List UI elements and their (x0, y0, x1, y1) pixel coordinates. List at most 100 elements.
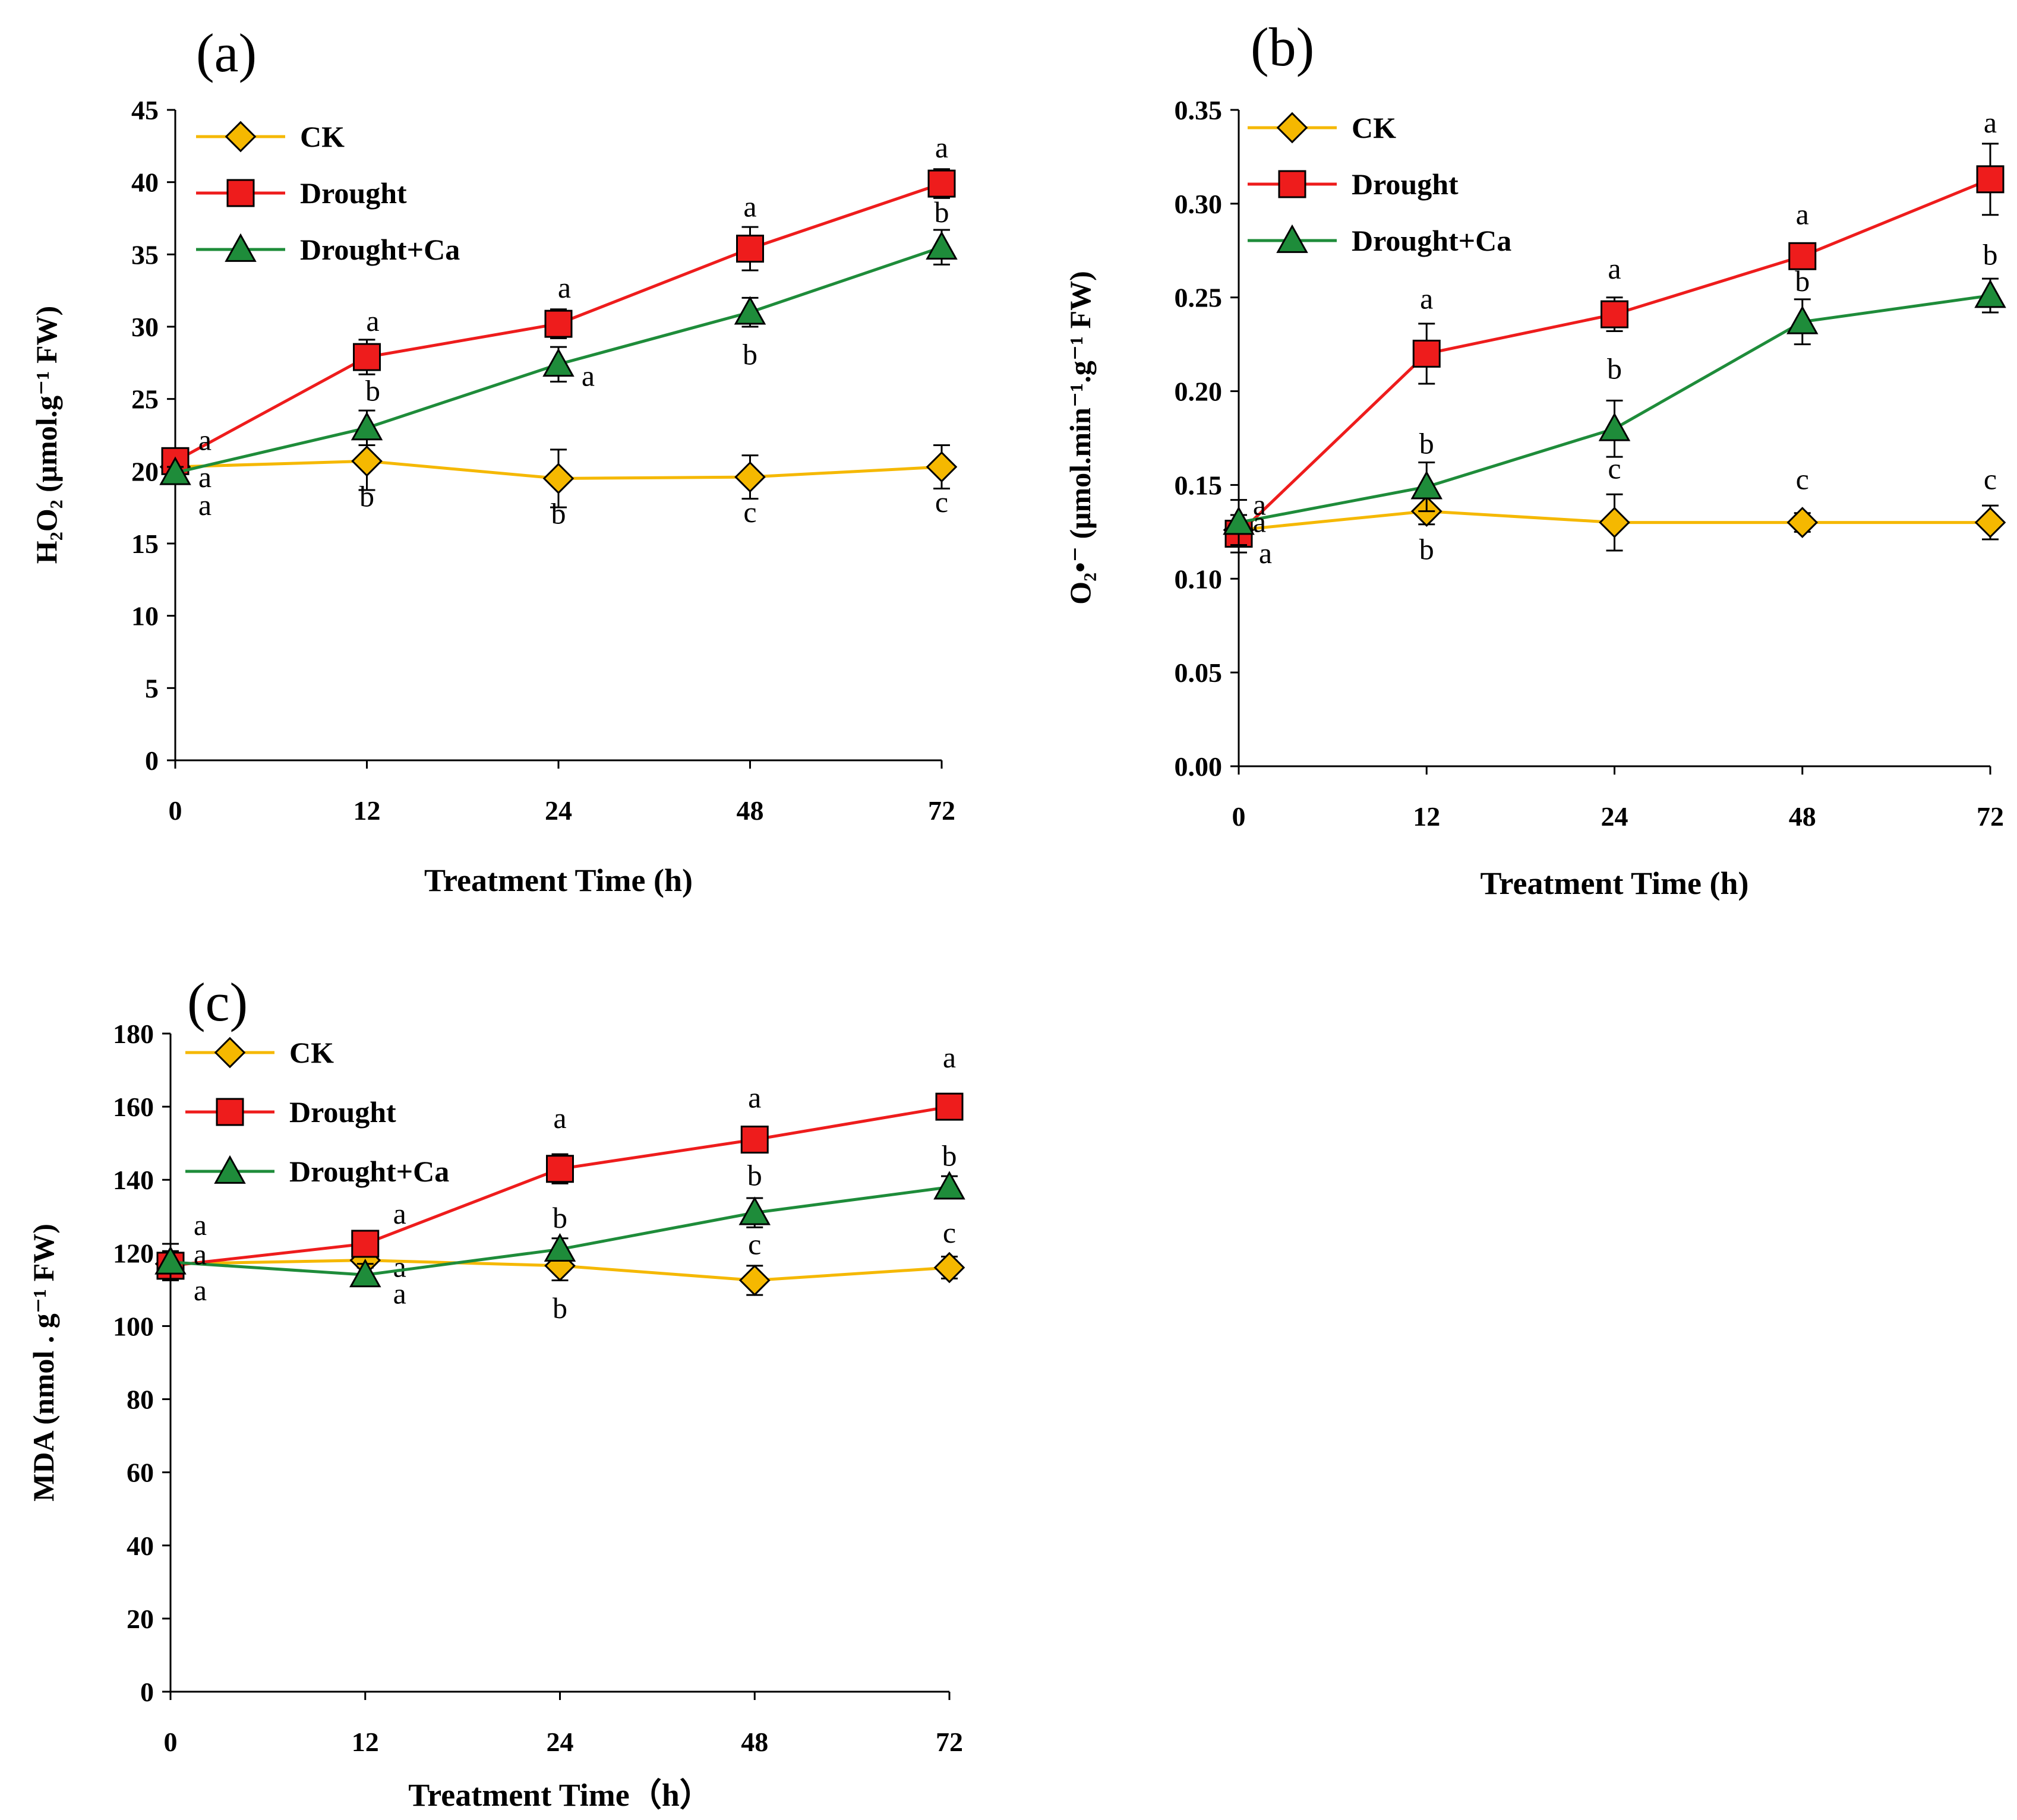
y-tick-label: 40 (127, 1531, 154, 1561)
data-point (544, 1233, 576, 1262)
significance-letter: b (553, 1291, 567, 1325)
significance-letter: a (198, 460, 212, 494)
legend-entry: CK (1248, 111, 1396, 144)
legend-entry: Drought (185, 1095, 396, 1129)
y-tick-label: 5 (145, 673, 159, 703)
series-ck: a b c c c (1223, 452, 2006, 570)
significance-letter: c (743, 495, 756, 529)
y-axis-label: O₂•⁻ (μmol.min⁻¹.g⁻¹ FW) (1063, 271, 1097, 605)
legend-label: CK (289, 1036, 334, 1069)
data-point (927, 169, 956, 198)
legend-marker (225, 121, 257, 153)
legend-entry: CK (196, 120, 345, 153)
significance-letter: a (194, 1208, 207, 1241)
significance-letter: c (748, 1228, 761, 1261)
x-tick-label: 72 (1977, 801, 2004, 832)
y-tick-label: 180 (113, 1019, 154, 1049)
legend-marker (1278, 170, 1306, 198)
significance-letter: a (194, 1238, 207, 1271)
data-point (544, 309, 573, 338)
significance-letter: a (1259, 536, 1272, 570)
panel-label: (b) (1251, 17, 1314, 77)
significance-letter: c (1984, 463, 1997, 496)
y-tick-label: 0.30 (1175, 189, 1223, 219)
significance-letter: a (1984, 106, 1997, 139)
data-point (1601, 300, 1628, 328)
significance-letter: c (1608, 452, 1621, 485)
data-point (154, 1246, 187, 1275)
significance-letter: a (1253, 488, 1266, 522)
significance-letter: b (1607, 352, 1622, 386)
significance-letter: a (194, 1274, 207, 1307)
legend-label: CK (1352, 111, 1396, 144)
legend-marker (225, 233, 257, 262)
x-tick-label: 24 (1601, 801, 1628, 832)
significance-letter: b (935, 195, 949, 229)
legend-entry: Drought+Ca (185, 1155, 449, 1188)
x-tick-label: 12 (352, 1727, 379, 1757)
x-tick-label: 12 (353, 795, 381, 826)
significance-letter: a (1253, 505, 1266, 539)
y-tick-label: 0.05 (1175, 658, 1223, 688)
series-drought-ca: a b a b b (159, 195, 958, 522)
y-tick-label: 45 (131, 95, 159, 125)
data-point (1412, 339, 1441, 368)
legend-marker (214, 1037, 246, 1069)
significance-letter: a (748, 1081, 761, 1114)
y-tick-label: 0.20 (1175, 377, 1223, 407)
y-tick-label: 140 (113, 1165, 154, 1195)
x-tick-label: 48 (741, 1727, 768, 1757)
significance-letter: b (1419, 533, 1434, 566)
significance-letter: b (1419, 427, 1434, 460)
data-point (1223, 506, 1255, 535)
significance-letter: a (553, 1101, 566, 1135)
significance-letter: b (359, 479, 374, 513)
data-point (1786, 507, 1819, 538)
significance-letter: b (551, 497, 566, 530)
significance-letter: a (393, 1250, 406, 1284)
data-point (734, 296, 766, 325)
data-point (738, 1196, 771, 1225)
legend-marker (216, 1098, 244, 1126)
significance-letter: b (743, 338, 757, 371)
data-point (734, 461, 766, 493)
legend-entry: CK (185, 1036, 334, 1069)
significance-letter: a (198, 488, 212, 522)
y-tick-label: 0.00 (1175, 751, 1223, 782)
significance-letter: a (366, 304, 379, 337)
legend-label: Drought+Ca (1352, 224, 1511, 257)
x-tick-label: 48 (1789, 801, 1816, 832)
y-tick-label: 120 (113, 1238, 154, 1268)
data-point (1598, 412, 1631, 441)
data-point (351, 445, 383, 477)
x-tick-label: 0 (169, 795, 182, 826)
significance-letter: a (558, 271, 571, 304)
panel-c: 0 20 40 60 80 100 120 140 160 180 0 12 24 48 72 Treatme… (27, 972, 965, 1813)
y-axis-label: H₂O₂ (μmol.g⁻¹ FW) (30, 306, 63, 564)
y-tick-label: 20 (127, 1604, 154, 1634)
data-point (935, 1092, 964, 1121)
legend-label: CK (300, 120, 345, 153)
y-tick-label: 0 (140, 1677, 154, 1707)
significance-letter: b (747, 1159, 762, 1192)
panel-a: 0 5 10 15 20 25 30 35 40 45 0 12 24 48 72 Treatment Tim… (30, 23, 958, 898)
x-tick-label: 72 (928, 795, 955, 826)
x-tick-label: 12 (1413, 801, 1440, 832)
significance-letter: c (935, 485, 948, 519)
data-point (1974, 279, 2006, 308)
y-tick-label: 0.25 (1175, 283, 1223, 313)
y-axis-label: MDA (nmol . g⁻¹ FW) (27, 1224, 60, 1502)
x-tick-label: 24 (545, 795, 572, 826)
y-tick-label: 25 (131, 384, 159, 415)
panel-b: 0.00 0.05 0.10 0.15 0.20 0.25 0.30 0.35 0 12 24 48 7… (1063, 17, 2006, 901)
significance-letter: a (1796, 197, 1809, 230)
x-tick-label: 0 (1232, 801, 1246, 832)
y-tick-label: 10 (131, 601, 159, 631)
data-point (1976, 165, 2005, 194)
y-tick-label: 0.35 (1175, 95, 1223, 125)
panel-label: (c) (187, 972, 248, 1032)
legend-marker (226, 179, 255, 207)
